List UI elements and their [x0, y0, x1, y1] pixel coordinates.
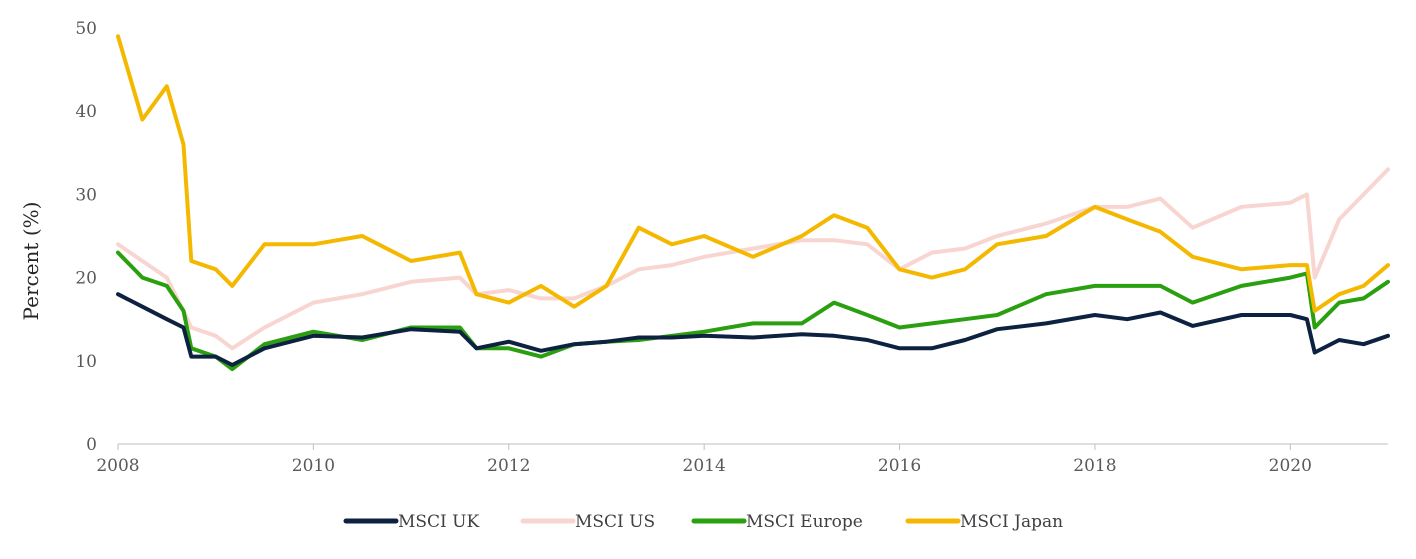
x-tick-label: 2010: [292, 456, 335, 476]
legend-item-msci-europe: MSCI Europe: [691, 512, 863, 532]
y-tick-label: 20: [75, 269, 97, 289]
series-line-msci-uk: [116, 292, 1390, 367]
legend: MSCI UK MSCI US MSCI Europe MSCI Japan: [343, 512, 1063, 532]
y-axis-title: Percent (%): [19, 202, 43, 321]
legend-item-msci-us: MSCI US: [520, 512, 655, 532]
x-tick-label: 2016: [878, 456, 921, 476]
x-tick-label: 2012: [487, 456, 530, 476]
y-tick-label: 30: [75, 185, 97, 205]
series-line-msci-us: [116, 167, 1390, 351]
y-tick-label: 40: [75, 102, 97, 122]
y-tick-label: 0: [86, 435, 97, 455]
x-tick-label: 2018: [1073, 456, 1116, 476]
x-tick-label: 2014: [683, 456, 726, 476]
y-axis-ticks: 0 10 20 30 40 50: [75, 19, 97, 455]
legend-label: MSCI Europe: [746, 512, 863, 532]
x-tick-label: 2020: [1269, 456, 1312, 476]
legend-label: MSCI UK: [398, 512, 480, 532]
plot-lines: [116, 34, 1390, 372]
series-line-msci-japan: [116, 34, 1390, 313]
legend-label: MSCI Japan: [960, 512, 1063, 532]
legend-label: MSCI US: [575, 512, 655, 532]
x-axis-ticks: 2008 2010 2012 2014 2016 2018 2020: [96, 444, 1312, 476]
legend-item-msci-japan: MSCI Japan: [905, 512, 1063, 532]
legend-item-msci-uk: MSCI UK: [343, 512, 480, 532]
y-tick-label: 50: [75, 19, 97, 39]
series-line-msci-europe: [116, 250, 1390, 372]
y-tick-label: 10: [75, 352, 97, 372]
x-tick-label: 2008: [96, 456, 139, 476]
